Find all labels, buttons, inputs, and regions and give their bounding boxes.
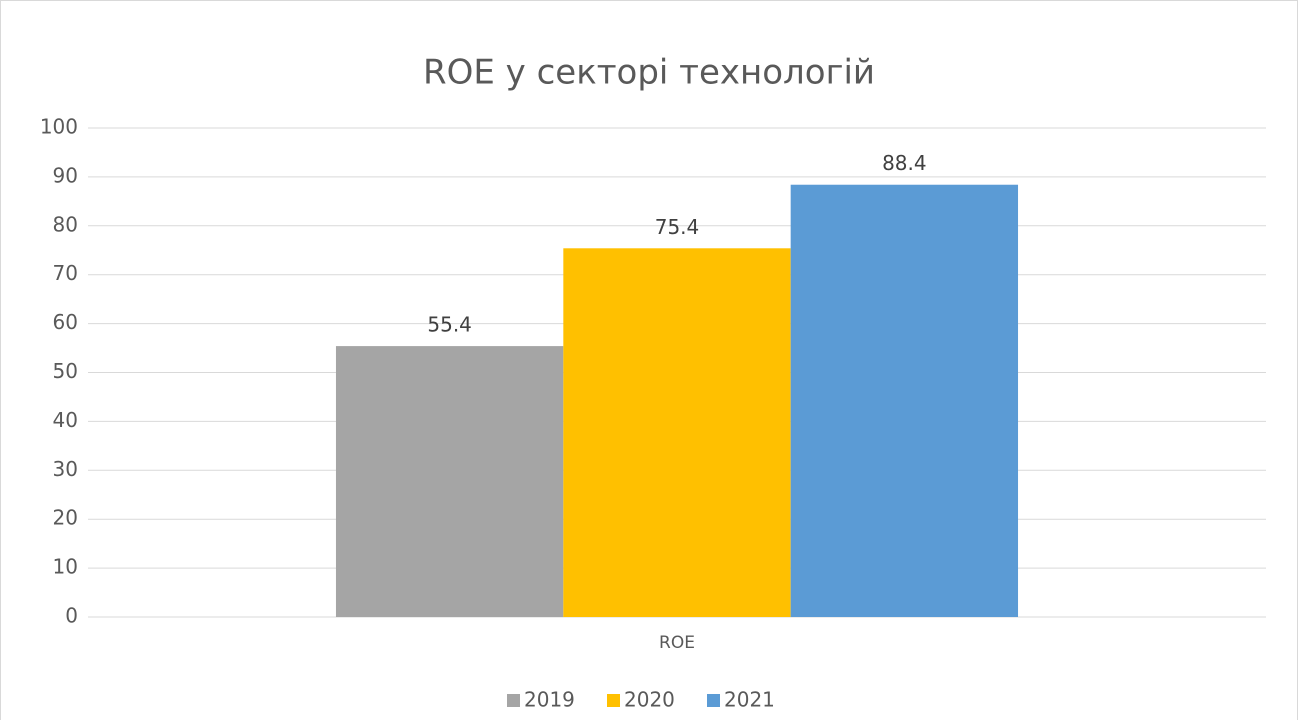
y-tick-label: 100 xyxy=(40,115,78,139)
bar xyxy=(335,346,564,617)
y-tick-label: 60 xyxy=(53,310,78,334)
legend-label: 2019 xyxy=(524,688,575,712)
y-tick-label: 0 xyxy=(65,604,78,628)
y-tick-label: 90 xyxy=(53,163,78,187)
y-tick-label: 10 xyxy=(53,555,78,579)
y-tick-label: 30 xyxy=(53,457,78,481)
y-tick-label: 70 xyxy=(53,261,78,285)
legend-label: 2021 xyxy=(724,688,775,712)
bar xyxy=(790,184,1019,617)
legend-swatch xyxy=(507,694,520,707)
y-tick-label: 50 xyxy=(53,359,78,383)
legend-label: 2020 xyxy=(624,688,675,712)
data-label: 88.4 xyxy=(882,151,927,175)
legend-swatch xyxy=(707,694,720,707)
chart-title: ROE у секторі технологій xyxy=(423,53,875,93)
data-label: 55.4 xyxy=(427,313,472,337)
y-tick-label: 80 xyxy=(53,212,78,236)
bar xyxy=(563,248,791,617)
x-tick-label: ROE xyxy=(659,633,695,653)
y-tick-label: 40 xyxy=(53,408,78,432)
data-label: 75.4 xyxy=(655,215,700,239)
y-tick-label: 20 xyxy=(53,506,78,530)
legend-swatch xyxy=(607,694,620,707)
